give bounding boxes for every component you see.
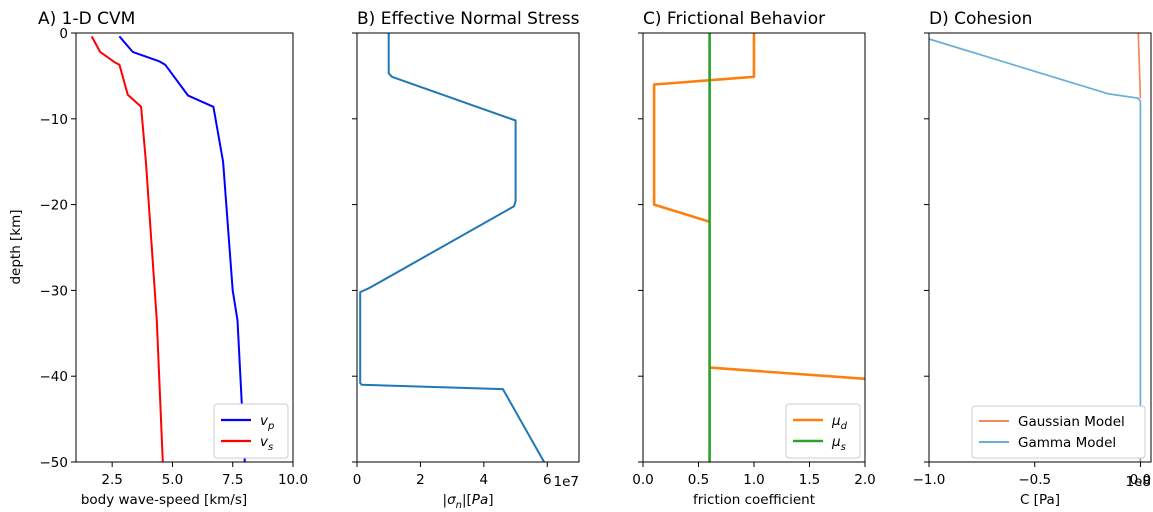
x-tick-label: 4 [480,472,489,488]
x-tick-label: 0 [353,472,362,488]
x-tick-label: 5.0 [162,472,183,488]
panel-cohesion: D) Cohesion C [Pa] 1e8 −1.0 −0.5 0.0 Gauss… [913,9,1152,508]
panel-friction: C) Frictional Behavior friction coeffici… [632,9,875,508]
panel-a-x-label: body wave-speed [km/s] [81,492,247,508]
panel-d-title: D) Cohesion [929,9,1032,29]
friction-series-line-0 [652,33,756,224]
panel-d-legend: Gaussian Model Gamma Model [971,405,1146,459]
cvm-series-line-1 [90,35,164,463]
y-axis-label: depth [km] [8,209,24,284]
legend-vp-label: vp [260,413,274,432]
panel-c-x-label: friction coefficient [693,492,815,508]
y-tick-label: 0 [59,26,68,42]
y-tick-label: −50 [40,455,69,471]
legend-gamma-label: Gamma Model [1018,435,1116,451]
y-tick-label: −40 [40,369,69,385]
friction-series-line-1 [709,366,866,381]
panel-b-title: B) Effective Normal Stress [357,9,580,29]
legend-box [785,403,861,459]
stress-series-line-0 [359,33,545,463]
x-tick-label: 1.0 [743,472,764,488]
cvm-series-line-0 [118,35,246,463]
x-tick-label: 2.5 [101,472,122,488]
panel-b-frame [356,32,580,463]
x-tick-label: 1.5 [799,472,820,488]
x-tick-label: 2.0 [854,472,875,488]
cohesion-series-line-1 [928,38,1142,462]
panel-c-title: C) Frictional Behavior [643,9,825,29]
y-tick-label: −20 [40,198,69,214]
panel-a-frame [75,32,294,463]
panel-c-legend: μd μs [785,403,861,459]
x-tick-label: 0.0 [1130,472,1151,488]
x-tick-label: 2 [416,472,425,488]
y-tick-label: −30 [40,283,69,299]
legend-box [213,403,289,459]
panel-cvm: A) 1-D CVM depth [km] body wave-speed [k… [8,9,308,508]
legend-box [971,405,1146,459]
x-tick-label: 10.0 [278,472,308,488]
legend-vs-label: vs [260,434,273,453]
x-tick-label: −1.0 [913,472,946,488]
panel-d-frame [928,32,1152,463]
panel-a-legend: vp vs [213,403,289,459]
x-tick-label: 7.5 [222,472,243,488]
legend-mud-label: μd [831,413,848,432]
legend-mus-label: μs [831,434,846,453]
x-tick-label: 0.0 [632,472,653,488]
panel-a-title: A) 1-D CVM [38,9,135,29]
panel-d-x-label: C [Pa] [1020,492,1060,508]
panel-normal-stress: B) Effective Normal Stress |σn|[Pa] 1e7 … [352,9,580,511]
x-tick-label: 0.5 [688,472,709,488]
x-tick-label: 6 [543,472,552,488]
legend-gaussian-label: Gaussian Model [1018,414,1125,430]
panel-c-frame [642,32,866,463]
cohesion-series-line-0 [1137,32,1142,99]
panel-b-x-label: |σn|[Pa] [443,492,494,511]
y-tick-label: −10 [40,112,69,128]
x-tick-label: −0.5 [1018,472,1051,488]
panel-d-offset-label: 1e8 [1126,474,1151,490]
panel-b-offset-label: 1e7 [554,474,579,490]
